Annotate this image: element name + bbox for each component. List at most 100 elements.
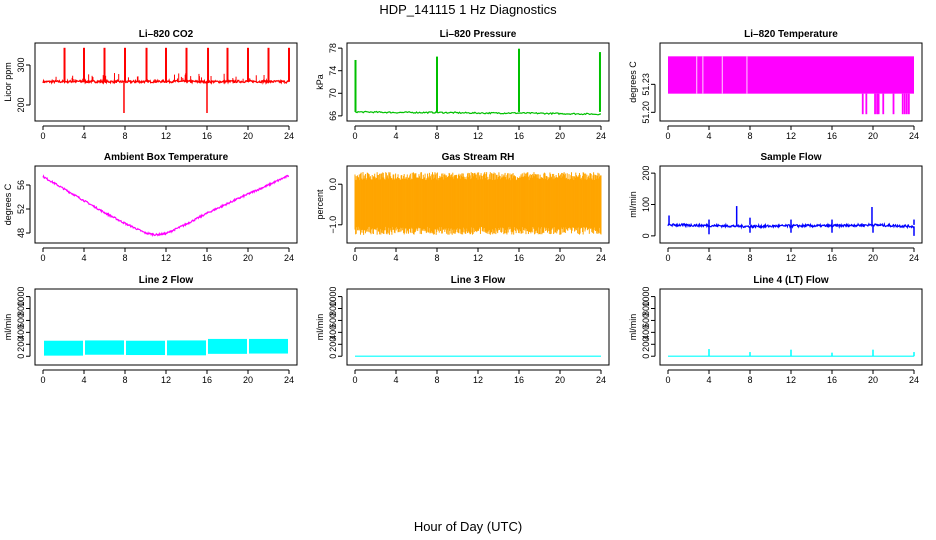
y-tick-label: 74: [328, 66, 338, 76]
x-tick-label: 24: [909, 253, 919, 263]
y-tick-label: 0: [641, 233, 651, 238]
x-tick-label: 20: [868, 375, 878, 385]
panel-title: Li–820 Temperature: [744, 29, 838, 40]
x-tick-label: 16: [827, 253, 837, 263]
panel-temperature: Li–820 Temperature degrees C 0 4 8 12 16 20 24 51…: [628, 29, 923, 141]
x-tick-label: 8: [434, 375, 439, 385]
panel-sample_flow: Sample Flow ml/min 0 4 8 12 16 20 24 0 100 200: [628, 152, 923, 263]
x-tick-label: 0: [40, 253, 45, 263]
temperature-band: [668, 56, 914, 94]
x-tick-label: 8: [122, 253, 127, 263]
series-line: [354, 110, 601, 116]
x-tick-label: 4: [393, 253, 398, 263]
x-tick-label: 4: [81, 375, 86, 385]
y-tick-label: 52: [16, 204, 26, 214]
x-tick-label: 20: [868, 253, 878, 263]
x-tick-label: 12: [786, 253, 796, 263]
series-line: [42, 174, 289, 238]
panel-title: Li–820 CO2: [139, 29, 194, 40]
x-tick-label: 12: [473, 375, 483, 385]
y-axis-label: ml/min: [628, 191, 638, 218]
x-tick-label: 8: [122, 375, 127, 385]
y-tick-label: 800: [641, 301, 651, 316]
y-tick-label: 78: [328, 43, 338, 53]
panel-line3: Line 3 Flow ml/min 0 4 8 12 16 20 24 0 20040060080…: [315, 275, 610, 385]
y-tick-label: 48: [16, 228, 26, 238]
panel-title: Line 4 (LT) Flow: [753, 275, 829, 286]
x-tick-label: 0: [665, 375, 670, 385]
x-tick-label: 4: [393, 375, 398, 385]
panel-pressure: Li–820 Pressure kPa 0 4 8 12 16 20 24 66 70 74 78: [315, 29, 610, 141]
y-tick-label: 400: [328, 325, 338, 340]
y-tick-label: 400: [641, 325, 651, 340]
y-tick-label: −1.0: [328, 216, 338, 234]
y-tick-label: 51.20: [641, 101, 651, 124]
plot-frame: [659, 42, 923, 122]
y-tick-label: 300: [16, 57, 26, 72]
x-tick-label: 8: [747, 253, 752, 263]
panel-title: Line 2 Flow: [139, 275, 194, 286]
x-tick-label: 24: [596, 131, 606, 141]
x-tick-label: 0: [665, 253, 670, 263]
x-tick-label: 16: [514, 375, 524, 385]
plot-frame: [659, 288, 923, 366]
x-tick-label: 20: [243, 131, 253, 141]
y-axis-label: degrees C: [628, 61, 638, 103]
y-tick-label: 1000: [16, 287, 26, 307]
y-tick-label: 1000: [641, 287, 651, 307]
panel-line2: Line 2 Flow ml/min 0 4 8 12 16 20 24 0 20040060080…: [3, 275, 298, 385]
x-tick-label: 24: [909, 131, 919, 141]
flow-segment: [126, 340, 165, 356]
panel-title: Li–820 Pressure: [440, 29, 517, 40]
x-tick-label: 0: [352, 375, 357, 385]
y-axis-label: kPa: [315, 74, 325, 90]
x-tick-label: 8: [747, 375, 752, 385]
y-tick-label: 0: [16, 354, 26, 359]
flow-segment: [208, 338, 247, 354]
y-tick-label: 0: [641, 354, 651, 359]
y-tick-label: 200: [16, 337, 26, 352]
x-tick-label: 16: [202, 253, 212, 263]
y-tick-label: 51.23: [641, 73, 651, 96]
panel-line4: Line 4 (LT) Flow ml/min 0 4 8 12 16 20 24 0 200400…: [628, 275, 923, 385]
plot-frame: [346, 165, 610, 244]
panel-title: Gas Stream RH: [442, 152, 515, 163]
plot-frame: [659, 165, 923, 244]
x-tick-label: 16: [827, 131, 837, 141]
x-tick-label: 0: [40, 131, 45, 141]
flow-segment: [167, 340, 206, 356]
y-tick-label: 66: [328, 111, 338, 121]
x-tick-label: 24: [284, 131, 294, 141]
y-tick-label: 70: [328, 88, 338, 98]
y-tick-label: 400: [16, 325, 26, 340]
x-tick-label: 0: [665, 131, 670, 141]
x-tick-label: 20: [555, 131, 565, 141]
x-tick-label: 16: [827, 375, 837, 385]
y-tick-label: 200: [328, 337, 338, 352]
plot-frame: [346, 42, 610, 122]
x-tick-label: 8: [434, 131, 439, 141]
plot-frame: [346, 288, 610, 366]
x-tick-label: 16: [514, 131, 524, 141]
y-tick-label: 100: [641, 197, 651, 212]
x-tick-label: 4: [706, 131, 711, 141]
x-tick-label: 16: [514, 253, 524, 263]
x-tick-label: 4: [81, 131, 86, 141]
y-tick-label: 200: [641, 166, 651, 181]
y-axis-label: ml/min: [628, 314, 638, 341]
y-tick-label: 56: [16, 180, 26, 190]
x-tick-label: 0: [352, 253, 357, 263]
panel-title: Line 3 Flow: [451, 275, 506, 286]
x-tick-label: 4: [81, 253, 86, 263]
x-tick-label: 16: [202, 131, 212, 141]
flow-segment: [85, 340, 124, 355]
y-axis-label: ml/min: [3, 314, 13, 341]
y-tick-label: 800: [16, 301, 26, 316]
x-tick-label: 8: [747, 131, 752, 141]
y-axis-label: degrees C: [3, 183, 13, 225]
plot-frame: [34, 42, 298, 122]
x-tick-label: 4: [706, 375, 711, 385]
y-tick-label: 200: [641, 337, 651, 352]
flow-segment: [44, 340, 83, 356]
y-tick-label: 600: [16, 313, 26, 328]
